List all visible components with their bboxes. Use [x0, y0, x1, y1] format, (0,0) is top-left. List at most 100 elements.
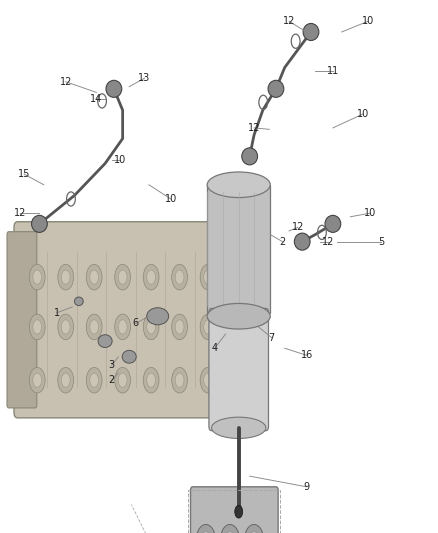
Circle shape — [220, 524, 240, 533]
Circle shape — [249, 531, 259, 533]
Circle shape — [86, 367, 102, 393]
Ellipse shape — [74, 297, 83, 305]
Circle shape — [175, 320, 184, 334]
Circle shape — [118, 320, 127, 334]
Ellipse shape — [147, 308, 169, 325]
Circle shape — [115, 264, 131, 290]
Circle shape — [172, 264, 187, 290]
FancyBboxPatch shape — [191, 487, 278, 533]
Text: 12: 12 — [322, 237, 335, 247]
Ellipse shape — [303, 23, 319, 41]
Circle shape — [200, 367, 216, 393]
Text: 4: 4 — [212, 343, 218, 353]
Circle shape — [229, 264, 244, 290]
Ellipse shape — [294, 233, 310, 250]
Circle shape — [229, 314, 244, 340]
Text: 12: 12 — [283, 17, 295, 26]
Circle shape — [86, 314, 102, 340]
Ellipse shape — [207, 172, 270, 198]
Circle shape — [201, 531, 211, 533]
Text: 6: 6 — [133, 318, 139, 328]
Text: 10: 10 — [357, 109, 370, 119]
Circle shape — [61, 270, 70, 284]
Circle shape — [61, 320, 70, 334]
Text: 10: 10 — [165, 194, 177, 204]
Ellipse shape — [212, 417, 266, 439]
Circle shape — [29, 264, 45, 290]
Circle shape — [232, 373, 241, 387]
Bar — [207, 185, 270, 313]
Circle shape — [143, 314, 159, 340]
Circle shape — [225, 531, 235, 533]
Text: 10: 10 — [362, 17, 374, 26]
Circle shape — [143, 264, 159, 290]
Circle shape — [200, 314, 216, 340]
Circle shape — [175, 270, 184, 284]
Circle shape — [204, 270, 212, 284]
Circle shape — [172, 314, 187, 340]
Text: 5: 5 — [378, 237, 384, 247]
Circle shape — [232, 320, 241, 334]
Circle shape — [118, 270, 127, 284]
Circle shape — [229, 367, 244, 393]
Circle shape — [196, 524, 215, 533]
Circle shape — [204, 320, 212, 334]
Text: 15: 15 — [18, 169, 30, 179]
FancyBboxPatch shape — [209, 309, 268, 431]
Ellipse shape — [325, 215, 341, 232]
Circle shape — [29, 314, 45, 340]
Circle shape — [33, 320, 42, 334]
Circle shape — [244, 524, 264, 533]
Text: 10: 10 — [364, 208, 376, 218]
Text: 14: 14 — [90, 94, 102, 104]
Circle shape — [58, 264, 74, 290]
Circle shape — [90, 373, 99, 387]
Circle shape — [61, 373, 70, 387]
Ellipse shape — [268, 80, 284, 98]
FancyBboxPatch shape — [7, 232, 37, 408]
Bar — [188, 490, 280, 533]
Text: 11: 11 — [327, 66, 339, 76]
Circle shape — [118, 373, 127, 387]
Ellipse shape — [106, 80, 122, 98]
Text: 12: 12 — [60, 77, 72, 87]
Circle shape — [147, 373, 155, 387]
Ellipse shape — [98, 335, 112, 348]
Text: 12: 12 — [248, 123, 260, 133]
Text: 2: 2 — [279, 237, 286, 247]
Text: 1: 1 — [54, 308, 60, 318]
Text: 3: 3 — [109, 360, 115, 370]
Text: 12: 12 — [14, 208, 26, 218]
Circle shape — [29, 367, 45, 393]
Text: 2: 2 — [109, 375, 115, 385]
Text: 10: 10 — [114, 155, 127, 165]
Text: 13: 13 — [138, 73, 151, 83]
Circle shape — [235, 505, 243, 518]
Circle shape — [115, 367, 131, 393]
Circle shape — [147, 270, 155, 284]
Text: 12: 12 — [292, 222, 304, 232]
FancyBboxPatch shape — [14, 222, 258, 418]
Circle shape — [204, 373, 212, 387]
Circle shape — [90, 270, 99, 284]
Ellipse shape — [32, 215, 47, 232]
Text: 9: 9 — [304, 482, 310, 492]
Circle shape — [33, 373, 42, 387]
Circle shape — [33, 270, 42, 284]
Circle shape — [175, 373, 184, 387]
Circle shape — [90, 320, 99, 334]
Ellipse shape — [122, 350, 136, 363]
Circle shape — [147, 320, 155, 334]
Circle shape — [200, 264, 216, 290]
Circle shape — [86, 264, 102, 290]
Ellipse shape — [207, 303, 270, 329]
Circle shape — [58, 314, 74, 340]
Circle shape — [232, 270, 241, 284]
Circle shape — [143, 367, 159, 393]
Text: 16: 16 — [300, 350, 313, 360]
Circle shape — [115, 314, 131, 340]
Circle shape — [172, 367, 187, 393]
Text: 7: 7 — [268, 333, 275, 343]
Ellipse shape — [242, 148, 258, 165]
Circle shape — [58, 367, 74, 393]
